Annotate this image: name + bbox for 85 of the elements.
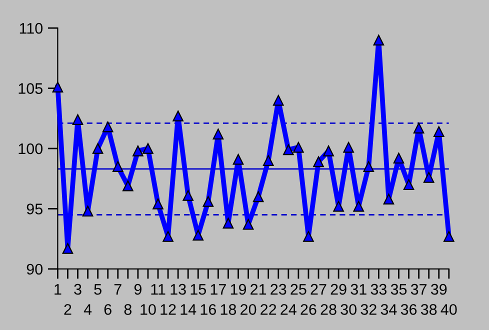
- point: [393, 152, 404, 164]
- point: [242, 218, 254, 230]
- point: [252, 191, 264, 202]
- x-tick-label: 18: [220, 304, 236, 315]
- point: [102, 121, 114, 132]
- y-tick-label: 90: [26, 264, 43, 275]
- point: [333, 200, 344, 212]
- point: [413, 122, 424, 134]
- point: [172, 110, 184, 122]
- point: [272, 94, 284, 106]
- x-tick-label: 29: [330, 284, 346, 295]
- x-tick-label: 23: [270, 284, 286, 295]
- point: [313, 156, 324, 168]
- x-tick-label: 30: [340, 304, 356, 315]
- x-tick-label: 4: [84, 304, 92, 315]
- x-tick-label: 40: [440, 304, 457, 315]
- point: [212, 128, 224, 140]
- y-tick-label: 105: [18, 83, 42, 94]
- x-tick-label: 35: [390, 284, 407, 295]
- point: [52, 82, 64, 92]
- x-tick-label: 34: [380, 304, 397, 315]
- point: [132, 145, 144, 156]
- x-tick-label: 39: [430, 284, 447, 295]
- x-tick-label: 12: [160, 304, 176, 315]
- point: [182, 190, 194, 201]
- x-tick-label: 25: [290, 284, 306, 295]
- x-tick-label: 38: [420, 304, 437, 315]
- x-tick-label: 1: [54, 284, 62, 295]
- x-tick-label: 8: [124, 304, 132, 315]
- x-tick-label: 26: [300, 304, 316, 315]
- point: [62, 243, 74, 254]
- x-tick-label: 24: [280, 304, 296, 315]
- point: [403, 179, 414, 190]
- point: [433, 126, 444, 138]
- point: [373, 34, 384, 46]
- point: [383, 194, 394, 205]
- y-tick-label: 95: [26, 204, 42, 214]
- x-tick-label: 33: [370, 284, 387, 295]
- x-tick-label: 5: [94, 284, 102, 295]
- point: [162, 231, 174, 242]
- point: [423, 172, 434, 183]
- x-tick-label: 10: [140, 304, 156, 315]
- x-tick-label: 15: [190, 284, 206, 295]
- x-tick-label: 31: [350, 284, 366, 295]
- point: [92, 143, 104, 154]
- point: [142, 143, 154, 154]
- x-tick-label: 36: [400, 304, 417, 315]
- x-tick-label: 14: [180, 304, 196, 315]
- x-tick-label: 37: [410, 284, 427, 295]
- point: [72, 114, 84, 126]
- x-tick-label: 32: [360, 304, 376, 315]
- point: [192, 230, 204, 241]
- x-tick-label: 11: [151, 284, 166, 295]
- x-tick-label: 2: [64, 304, 72, 315]
- point: [232, 154, 244, 165]
- x-tick-label: 22: [260, 304, 276, 315]
- x-tick-label: 17: [210, 284, 226, 295]
- x-tick-label: 16: [200, 304, 216, 315]
- point: [282, 144, 294, 156]
- point: [82, 206, 94, 217]
- point: [222, 218, 234, 229]
- x-tick-label: 9: [134, 284, 142, 295]
- point: [293, 142, 304, 153]
- x-tick-label: 7: [114, 284, 122, 295]
- point: [303, 231, 314, 242]
- x-tick-label: 19: [230, 284, 246, 295]
- point: [323, 145, 334, 156]
- point: [262, 155, 274, 166]
- x-tick-label: 20: [240, 304, 256, 315]
- y-tick-label: 110: [20, 22, 43, 34]
- point: [152, 198, 164, 210]
- x-tick-label: 3: [74, 284, 82, 295]
- point: [343, 142, 354, 153]
- point: [202, 196, 214, 207]
- x-tick-label: 28: [320, 304, 336, 315]
- point: [122, 180, 134, 192]
- x-tick-label: 21: [250, 284, 266, 295]
- point: [363, 161, 374, 172]
- point: [112, 161, 124, 172]
- x-tick-label: 13: [170, 284, 186, 295]
- x-tick-label: 27: [310, 284, 326, 295]
- point: [353, 200, 364, 212]
- y-tick-label: 100: [18, 143, 43, 154]
- x-tick-label: 6: [104, 304, 112, 315]
- point: [443, 231, 454, 242]
